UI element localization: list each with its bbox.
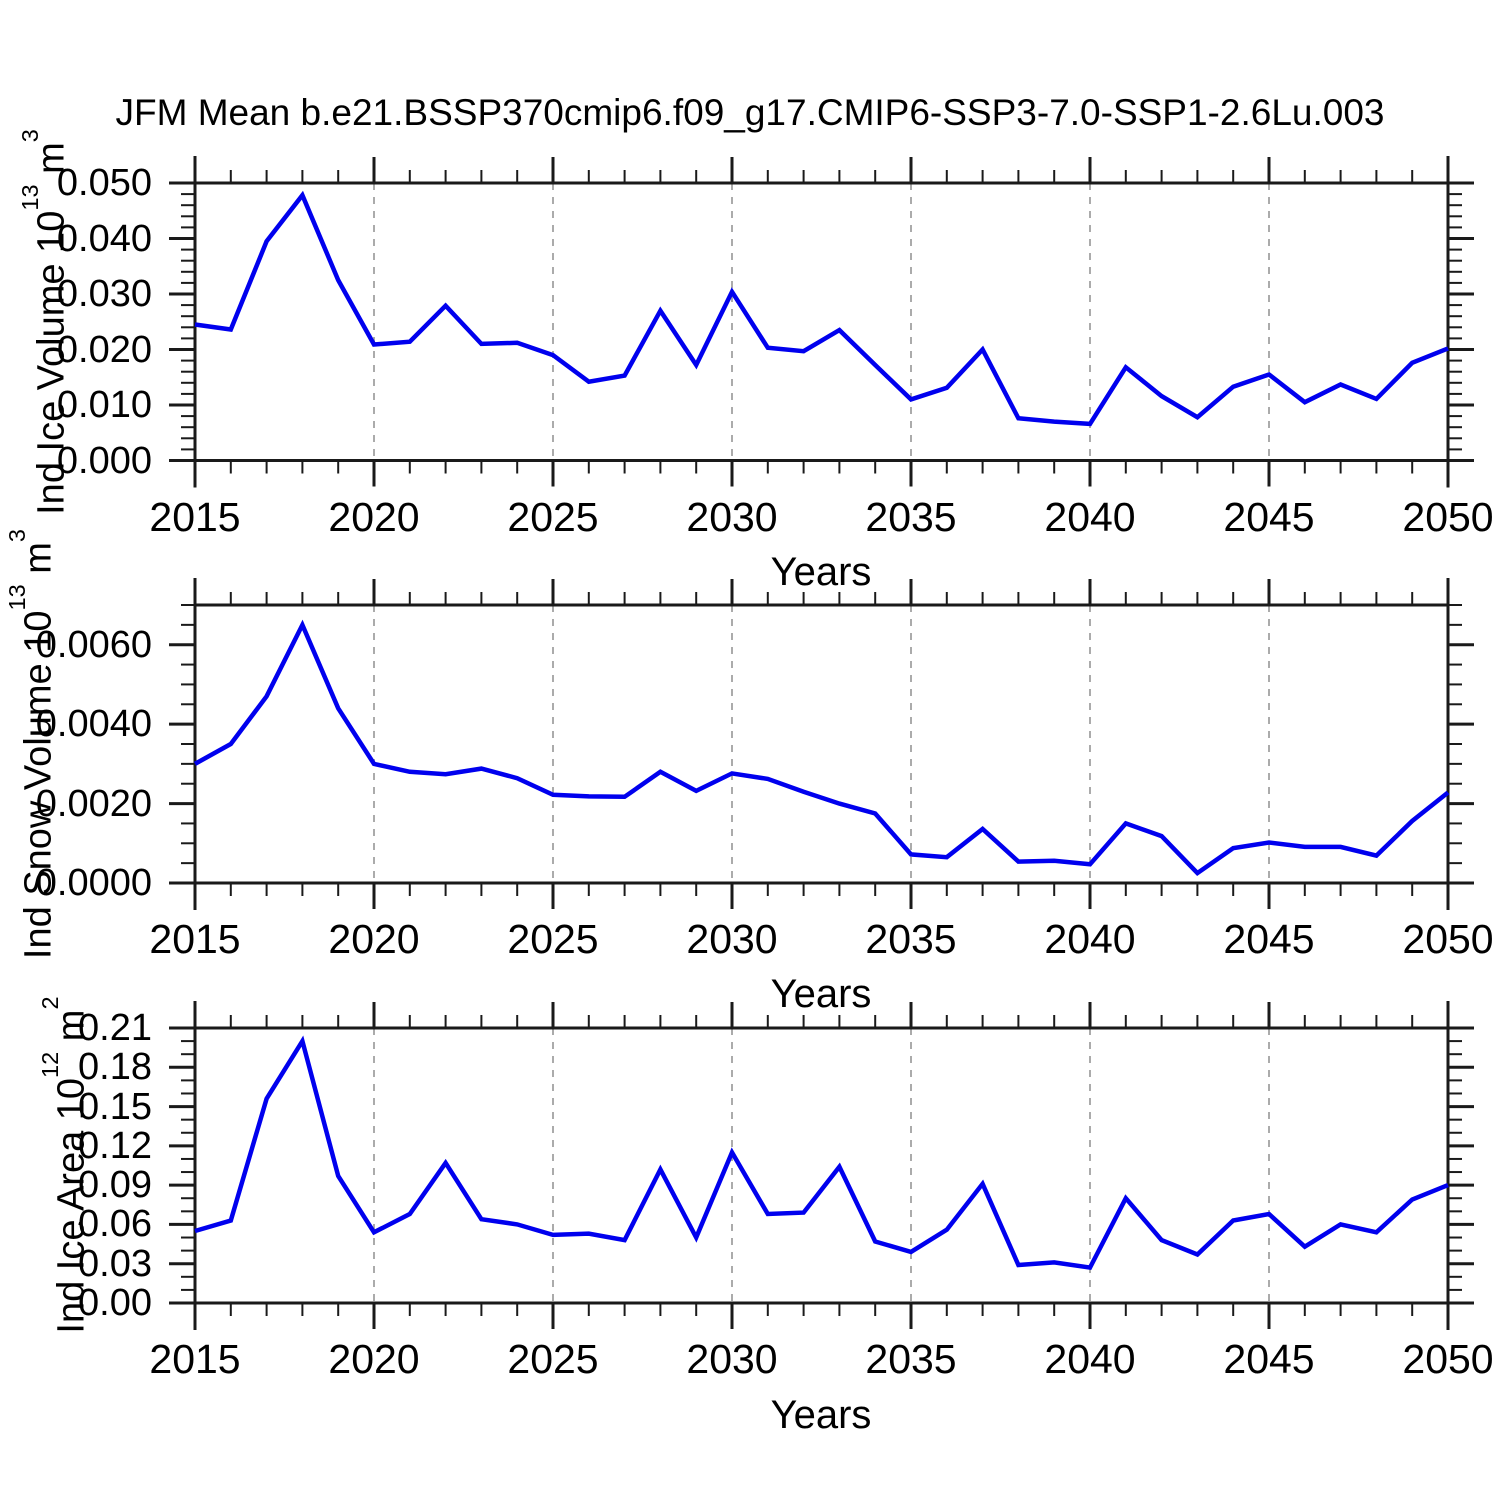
x-tick-label: 2035 xyxy=(865,493,957,540)
x-tick-label: 2015 xyxy=(149,1336,241,1382)
plot-frame xyxy=(193,603,1450,885)
x-tick-label: 2030 xyxy=(686,493,778,540)
y-tick-label: 0.18 xyxy=(78,1046,152,1089)
y-tick-label: 0.0020 xyxy=(35,782,152,825)
data-line-ind-ice-volume-10 xyxy=(194,190,1449,427)
x-axis-label-chart1: Years xyxy=(770,550,872,594)
y-tick-label: 0.020 xyxy=(56,328,152,371)
y-tick-label: 0.21 xyxy=(78,1007,152,1049)
plot-frame xyxy=(193,181,1450,462)
y-tick-label: 0.0000 xyxy=(35,862,152,904)
y-tick-label: 0.06 xyxy=(78,1203,152,1246)
plot-frame xyxy=(193,1026,1450,1305)
x-tick-label: 2015 xyxy=(149,493,241,540)
x-tick-label: 2045 xyxy=(1223,1336,1315,1382)
x-tick-label: 2020 xyxy=(328,1336,420,1382)
x-tick-label: 2015 xyxy=(149,916,241,962)
y-tick-label: 0.0060 xyxy=(35,623,152,666)
y-tick-label: 0.040 xyxy=(56,217,152,260)
x-tick-label: 2050 xyxy=(1402,916,1494,962)
y-axis-label-unit-exponent: 3 xyxy=(4,528,31,543)
x-tick-label: 2030 xyxy=(686,916,778,962)
x-tick-label: 2035 xyxy=(865,916,957,962)
y-axis-label-unit: m xyxy=(17,542,60,585)
y-tick-label: 0.03 xyxy=(78,1242,152,1285)
x-tick-label: 2030 xyxy=(686,1336,778,1382)
x-tick-label: 2040 xyxy=(1044,493,1136,540)
x-tick-label: 2020 xyxy=(328,493,420,540)
x-tick-label: 2020 xyxy=(328,916,420,962)
x-axis-label-chart3: Years xyxy=(770,1393,872,1437)
y-tick-label: 0.00 xyxy=(78,1282,152,1324)
figure-title: JFM Mean b.e21.BSSP370cmip6.f09_g17.CMIP… xyxy=(115,92,1385,133)
x-axis-label-chart2: Years xyxy=(770,972,872,1016)
y-tick-label: 0.09 xyxy=(78,1164,152,1207)
x-tick-label: 2035 xyxy=(865,1336,957,1382)
x-tick-label: 2050 xyxy=(1402,1336,1494,1382)
data-line-ind-ice-area-10 xyxy=(194,1035,1449,1271)
y-tick-label: 0.12 xyxy=(78,1124,152,1167)
x-tick-label: 2050 xyxy=(1402,493,1494,540)
y-tick-label: 0.050 xyxy=(56,162,152,204)
y-tick-label: 0.000 xyxy=(56,439,152,482)
y-tick-label: 0.0040 xyxy=(35,703,152,746)
x-tick-label: 2040 xyxy=(1044,1336,1136,1382)
x-tick-label: 2045 xyxy=(1223,916,1315,962)
y-axis-label-exponent: 13 xyxy=(4,584,31,611)
x-tick-label: 2040 xyxy=(1044,916,1136,962)
y-tick-label: 0.15 xyxy=(78,1085,152,1128)
y-tick-label: 0.030 xyxy=(56,273,152,315)
y-tick-label: 0.010 xyxy=(56,384,152,426)
x-tick-label: 2025 xyxy=(507,493,599,540)
data-line-ind-snow-volume-10 xyxy=(193,619,1450,877)
x-tick-label: 2025 xyxy=(507,916,599,962)
x-tick-label: 2045 xyxy=(1223,493,1315,540)
y-axis-label-unit-exponent: 3 xyxy=(17,129,44,143)
x-tick-label: 2025 xyxy=(507,1336,599,1382)
